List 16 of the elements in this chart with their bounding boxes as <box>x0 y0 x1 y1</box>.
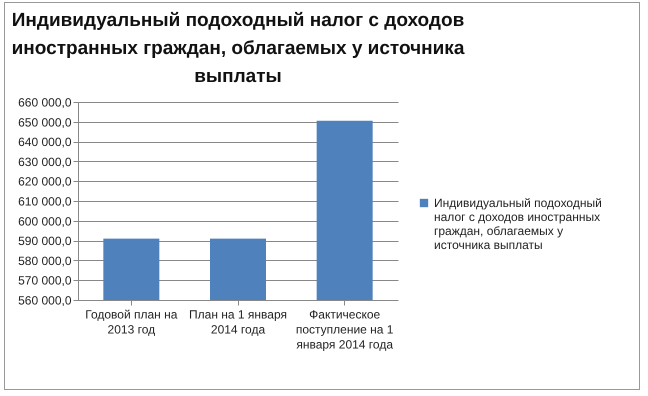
y-tick-label: 650 000,0 <box>18 115 72 130</box>
x-tick-label: План на 1 января 2014 года <box>189 308 287 336</box>
y-tick-label: 660 000,0 <box>18 96 72 110</box>
y-tick-label: 640 000,0 <box>18 135 72 150</box>
y-tick-label: 630 000,0 <box>18 154 72 169</box>
y-tick-label: 580 000,0 <box>18 254 72 268</box>
x-tick-label: Фактическое поступление на 1 января 2014 года <box>296 308 394 352</box>
y-tick-label: 570 000,0 <box>18 274 72 288</box>
y-tick-label: 620 000,0 <box>18 174 72 189</box>
legend-label: Индивидуальный подоходный налог с доходов иностранных граждан, облагаемых у источника выплаты <box>434 196 602 252</box>
x-tick-label: Годовой план на 2013 год <box>85 308 178 336</box>
chart-title: Индивидуальный подоходный налог с доходов иностранных граждан, облагаемых у источника выплаты <box>12 10 465 87</box>
y-tick-label: 610 000,0 <box>18 194 72 208</box>
y-tick-label: 560 000,0 <box>18 294 72 308</box>
y-tick-label: 590 000,0 <box>18 234 72 248</box>
y-tick-label: 600 000,0 <box>18 214 72 228</box>
